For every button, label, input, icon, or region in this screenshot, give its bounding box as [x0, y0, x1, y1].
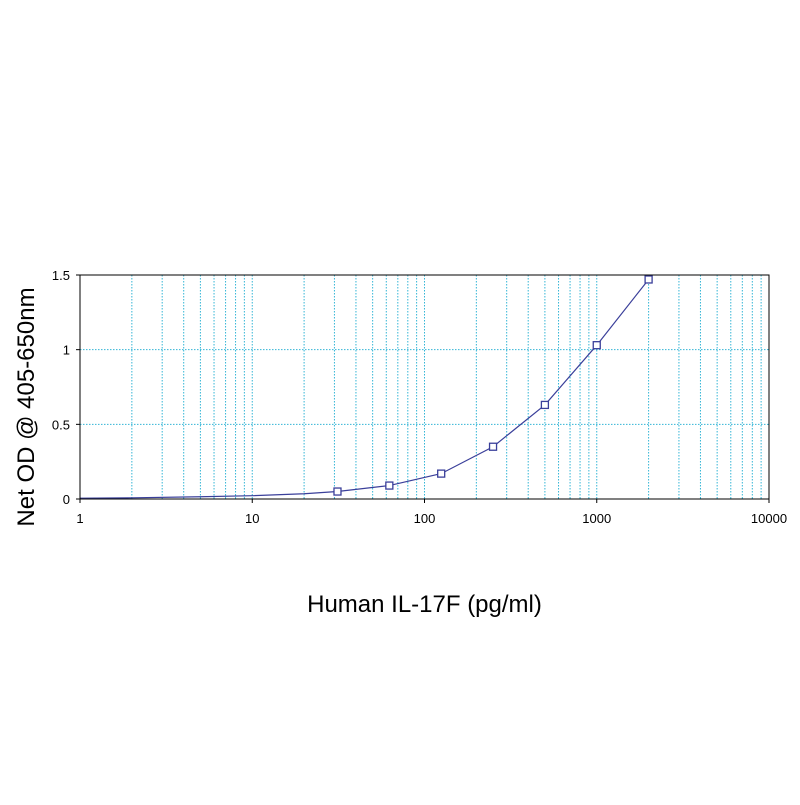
- y-tick-label: 1.5: [52, 268, 70, 283]
- data-point-marker: [385, 481, 394, 490]
- y-axis-title: Net OD @ 405-650nm: [13, 287, 40, 526]
- data-point-marker: [592, 341, 601, 350]
- x-tick-label: 10: [245, 511, 259, 526]
- grid: [80, 274, 769, 499]
- data-points: [333, 275, 653, 496]
- data-point-marker: [437, 469, 446, 478]
- x-tick-labels: 1 10 100 1000 10000: [76, 499, 787, 526]
- x-tick-label: 1000: [582, 511, 611, 526]
- y-tick-label: 1: [63, 343, 70, 358]
- x-tick-label: 100: [414, 511, 436, 526]
- y-tick-label: 0.5: [52, 417, 70, 432]
- fit-curve-layer: [79, 279, 650, 499]
- y-tick-labels: 0 0.5 1 1.5: [52, 268, 80, 507]
- data-point-marker: [644, 275, 653, 284]
- x-tick-label: 10000: [751, 511, 787, 526]
- y-tick-label: 0: [63, 492, 70, 507]
- x-axis-title: Human IL-17F (pg/ml): [307, 591, 542, 618]
- data-point-marker: [540, 400, 550, 410]
- x-tick-label: 1: [76, 511, 83, 526]
- fit-curve: [79, 279, 650, 499]
- data-point-marker: [333, 487, 342, 496]
- data-point-marker: [488, 442, 498, 451]
